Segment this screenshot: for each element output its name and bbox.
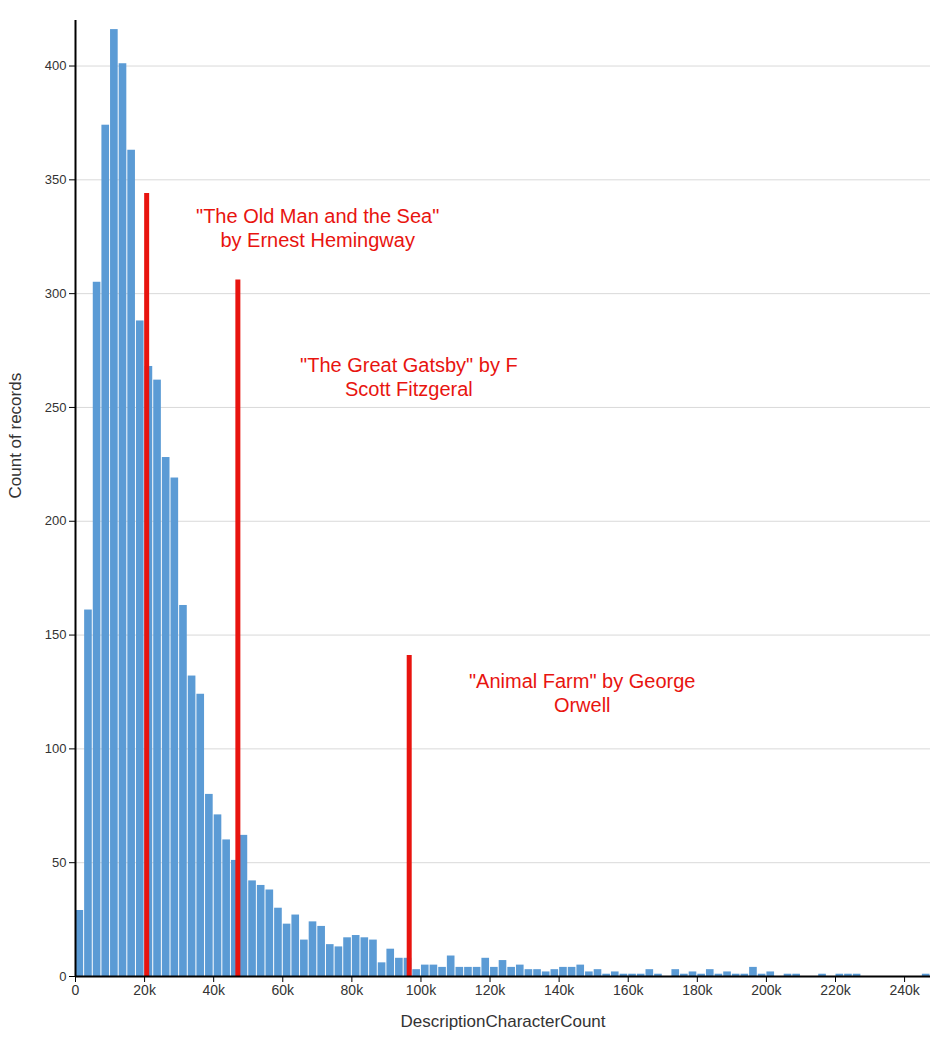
svg-text:60k: 60k xyxy=(271,982,295,998)
svg-text:250: 250 xyxy=(45,400,67,415)
svg-text:80k: 80k xyxy=(341,982,365,998)
svg-text:350: 350 xyxy=(45,172,67,187)
svg-text:300: 300 xyxy=(45,286,67,301)
svg-text:Count of records: Count of records xyxy=(6,373,25,499)
svg-text:50: 50 xyxy=(52,855,66,870)
svg-text:"The Great Gatsby" by FScott F: "The Great Gatsby" by FScott Fitzgeral xyxy=(300,354,518,400)
svg-text:0: 0 xyxy=(59,969,66,984)
svg-text:"Animal Farm" by GeorgeOrwell: "Animal Farm" by GeorgeOrwell xyxy=(469,670,696,716)
svg-text:120k: 120k xyxy=(475,982,506,998)
svg-text:200: 200 xyxy=(45,513,67,528)
svg-text:400: 400 xyxy=(45,58,67,73)
svg-text:40k: 40k xyxy=(202,982,226,998)
svg-text:150: 150 xyxy=(45,627,67,642)
svg-text:0: 0 xyxy=(72,982,80,998)
svg-text:200k: 200k xyxy=(751,982,782,998)
svg-text:180k: 180k xyxy=(682,982,713,998)
svg-text:100: 100 xyxy=(45,741,67,756)
svg-text:20k: 20k xyxy=(133,982,157,998)
svg-text:140k: 140k xyxy=(544,982,575,998)
svg-text:240k: 240k xyxy=(889,982,920,998)
svg-text:DescriptionCharacterCount: DescriptionCharacterCount xyxy=(400,1012,605,1031)
svg-text:220k: 220k xyxy=(820,982,851,998)
svg-text:160k: 160k xyxy=(613,982,644,998)
svg-text:"The Old Man and the Sea"by Er: "The Old Man and the Sea"by Ernest Hemin… xyxy=(196,205,439,251)
svg-text:100k: 100k xyxy=(406,982,437,998)
